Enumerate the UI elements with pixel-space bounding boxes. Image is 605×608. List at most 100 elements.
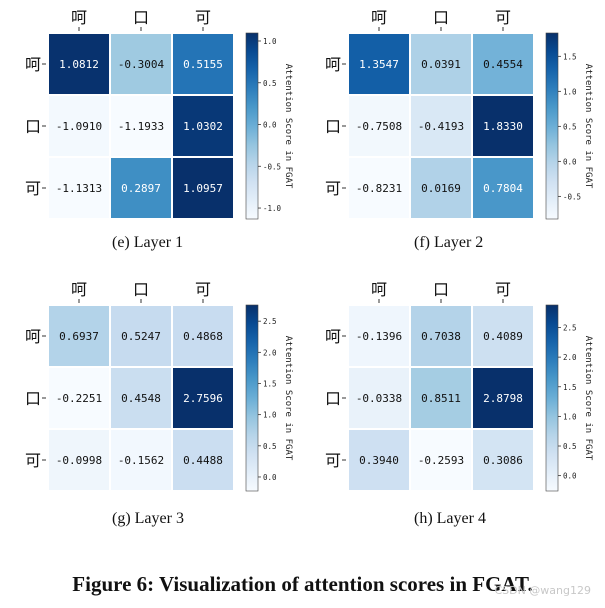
heatmap-cell [473,430,533,490]
y-tick-label: 口 [325,389,341,408]
x-tick-label: 呵 [371,280,387,299]
cell-value-label: -1.1933 [118,120,164,133]
x-tick-label: 口 [433,8,449,27]
colorbar-tick-label: 0.5 [563,442,577,451]
heatmap-cell [173,368,233,428]
cell-value-label: 1.8330 [483,120,523,133]
colorbar-tick-label: 0.5 [263,79,277,88]
cell-value-label: 2.7596 [183,392,223,405]
x-tick-label: 可 [495,280,511,299]
y-tick-label: 可 [325,451,341,470]
cell-value-label: -0.4193 [418,120,464,133]
heatmap-cell [173,34,233,94]
heatmap-cell [411,306,471,366]
cell-value-label: 0.3086 [483,454,523,467]
heatmap-cell [473,158,533,218]
heatmap-cell [349,96,409,156]
heatmap-cell [473,34,533,94]
caption-layer-1: (e) Layer 1 [112,234,184,251]
colorbar-tick-label: 0.5 [263,442,277,451]
y-tick-label: 口 [25,389,41,408]
cell-value-label: -0.1396 [356,330,402,343]
colorbar [545,32,559,220]
colorbar-tick-label: 1.5 [563,52,577,61]
caption-layer-3: (g) Layer 3 [112,510,184,527]
colorbar-tick-label: 1.0 [263,411,277,420]
heatmap-cell [49,368,109,428]
heatmap-cell [411,368,471,428]
cell-value-label: -0.7508 [356,120,402,133]
heatmap-cell [411,430,471,490]
x-tick-label: 可 [495,8,511,27]
x-tick-label: 口 [133,280,149,299]
heatmap-cell [111,158,171,218]
cell-value-label: -0.1562 [118,454,164,467]
cell-value-label: 0.5247 [121,330,161,343]
heatmap-layer-3: 呵口可呵口可0.6937 0.5247 0.4868-0.2251 0.4548 2.7… [25,280,293,492]
colorbar-tick-label: 0.0 [563,472,577,481]
x-tick-label: 口 [133,8,149,27]
heatmap-cell [49,34,109,94]
colorbar [545,304,559,492]
heatmap-cell [173,96,233,156]
colorbar-tick-label: 1.0 [563,412,577,421]
heatmap-cell [349,306,409,366]
cell-value-label: -0.8231 [356,182,402,195]
panel-layer-3: 呵口可呵口可 0.6937 0.5247 0.4868 -0.2251 0.4548 2.7… [18,280,318,550]
colorbar-tick-label: -0.5 [263,162,281,171]
caption-layer-2: (f) Layer 2 [414,234,484,251]
cell-value-label: 0.0169 [421,182,461,195]
cell-value-label: 0.8511 [421,392,461,405]
heatmap-cell [111,306,171,366]
cell-value-label: -0.2251 [56,392,102,405]
panel-layer-4: 呵口可呵口可 -0.1396 0.7038 0.4089 -0.0338 0.8511 2.… [318,280,605,550]
watermark: CSDN @wang129 [494,584,591,597]
colorbar-tick-label: 0.0 [563,157,577,166]
cell-value-label: 0.6937 [59,330,99,343]
y-tick-label: 呵 [25,327,41,346]
colorbar-tick-label: 0.0 [263,473,277,482]
heatmap-cell [111,96,171,156]
heatmap-cell [349,158,409,218]
colorbar-label: Attention Score in FGAT [583,336,593,461]
cell-value-label: -1.0910 [56,120,102,133]
y-tick-label: 口 [325,117,341,136]
panel-layer-2: 呵口可呵口可 1.3547 0.0391 0.4554 -0.7508 -0.4193 1.… [318,8,605,278]
figure-caption: Figure 6: Visualization of attention sco… [72,572,533,596]
colorbar-tick-label: 2.0 [263,348,277,357]
cell-value-label: 0.7804 [483,182,523,195]
heatmap-cell [111,430,171,490]
heatmap-layer-4: 呵口可呵口可-0.1396 0.7038 0.4089-0.0338 0.8511 2.… [325,280,593,492]
y-tick-label: 可 [25,179,41,198]
heatmap-cell [349,368,409,428]
heatmap-layer-1: 呵口可呵口可1.0812 -0.3004 0.5155-1.0910 -1.1933 1… [25,8,293,220]
cell-value-label: -0.2593 [418,454,464,467]
cell-value-label: -0.3004 [118,58,165,71]
x-tick-label: 可 [195,280,211,299]
colorbar-tick-label: 1.0 [263,37,277,46]
x-tick-label: 呵 [371,8,387,27]
y-tick-label: 可 [325,179,341,198]
cell-value-label: 0.2897 [121,182,161,195]
cell-value-label: 1.0812 [59,58,99,71]
heatmap-cell [49,430,109,490]
heatmap-cell [173,158,233,218]
cell-value-label: 0.0391 [421,58,461,71]
heatmap-cell [473,368,533,428]
heatmap-cell [173,306,233,366]
x-tick-label: 呵 [71,280,87,299]
cell-value-label: 1.0957 [183,182,223,195]
x-tick-label: 呵 [71,8,87,27]
y-tick-label: 可 [25,451,41,470]
cell-value-label: -0.0338 [356,392,402,405]
cell-value-label: 0.4488 [183,454,223,467]
heatmap-cell [473,96,533,156]
y-tick-label: 呵 [325,55,341,74]
cell-value-label: -1.1313 [56,182,102,195]
cell-value-label: 1.3547 [359,58,399,71]
colorbar-tick-label: 1.5 [263,379,277,388]
cell-value-label: 0.4548 [121,392,161,405]
heatmap-cell [349,34,409,94]
colorbar-label: Attention Score in FGAT [283,64,293,189]
heatmap-cell [411,96,471,156]
